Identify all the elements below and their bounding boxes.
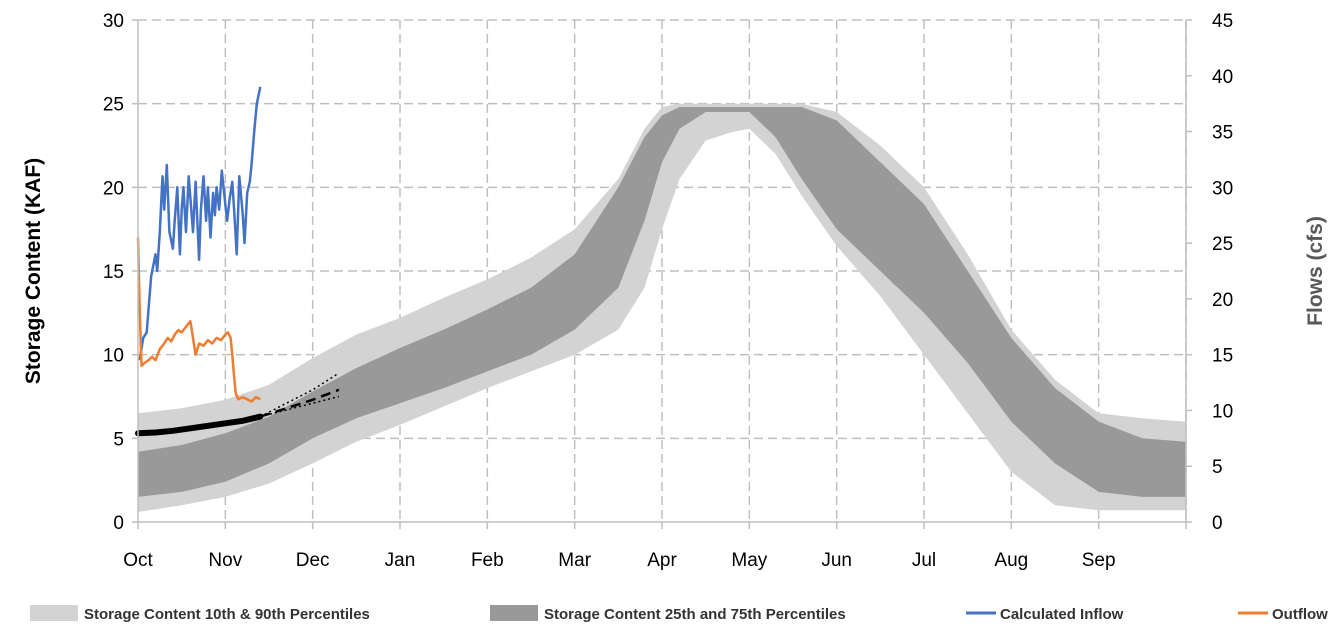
legend-swatch-2 [490, 605, 538, 621]
y-axis-title-left: Storage Content (KAF) [22, 158, 45, 384]
axes: 0 5 10 15 20 25 30 0 5 10 15 20 25 30 35 40 45 Oct Nov Dec J… [103, 11, 1233, 571]
legend-label-1: Storage Content 10th & 90th Percentiles [84, 606, 370, 623]
legend-label-3: Calculated Inflow [1000, 606, 1124, 623]
y-tick-label-left: 20 [103, 178, 124, 199]
y-tick-label-right: 25 [1212, 234, 1233, 255]
y-tick-label-right: 30 [1212, 178, 1233, 199]
percentile-bands [138, 103, 1186, 512]
x-tick-label: Sep [1082, 550, 1116, 571]
x-tick-label: Mar [558, 550, 591, 571]
y-tick-label-left: 5 [113, 429, 124, 450]
legend-swatch-1 [30, 605, 78, 621]
y-tick-label-left: 0 [113, 513, 124, 534]
storage-observed-line [135, 413, 264, 437]
outflow-line [136, 237, 261, 403]
y-tick-label-right: 40 [1212, 67, 1233, 88]
legend-label-2: Storage Content 25th and 75th Percentile… [544, 606, 846, 623]
band-p25-p75 [138, 107, 1186, 497]
storage-forecast-low-line [260, 395, 340, 418]
y-tick-label-right: 10 [1212, 401, 1233, 422]
y-tick-label-right: 5 [1212, 457, 1223, 478]
x-tick-label: Feb [471, 550, 504, 571]
storage-forecast-median-line [259, 388, 340, 418]
y-tick-label-left: 10 [103, 346, 124, 367]
x-tick-label: Jul [912, 550, 936, 571]
y-tick-label-right: 45 [1212, 11, 1233, 32]
x-tick-label: Jan [385, 550, 416, 571]
legend-label-4: Outflow [1272, 606, 1328, 623]
y-tick-label-left: 15 [103, 262, 124, 283]
x-tick-label: May [731, 550, 767, 571]
x-tick-label: Jun [821, 550, 852, 571]
x-tick-label: Oct [123, 550, 153, 571]
legend: Storage Content 10th & 90th Percentiles S… [30, 605, 1328, 623]
y-tick-label-right: 35 [1212, 123, 1233, 144]
y-tick-label-left: 30 [103, 11, 124, 32]
data-series [135, 86, 340, 437]
x-tick-label: Apr [647, 550, 677, 571]
calculated-inflow-line [138, 86, 262, 361]
y-tick-label-right: 20 [1212, 290, 1233, 311]
y-tick-label-left: 25 [103, 95, 124, 116]
y-tick-label-right: 0 [1212, 513, 1223, 534]
y-axis-title-right: Flows (cfs) [1304, 216, 1327, 326]
x-tick-label: Nov [208, 550, 242, 571]
y-tick-label-right: 15 [1212, 346, 1233, 367]
x-tick-label: Dec [296, 550, 330, 571]
x-tick-label: Aug [994, 550, 1028, 571]
